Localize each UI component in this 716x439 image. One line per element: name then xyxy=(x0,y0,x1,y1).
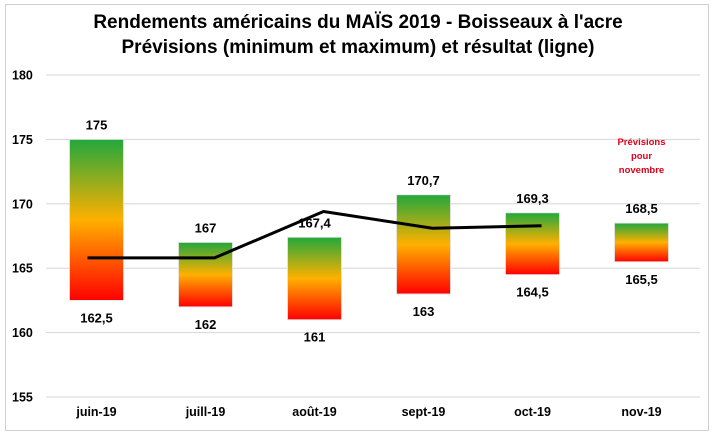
x-tick-label: août-19 xyxy=(292,405,337,419)
november-forecast-note: Prévisions xyxy=(617,137,665,148)
y-tick-label: 160 xyxy=(12,326,33,340)
min-data-label: 161 xyxy=(304,330,326,345)
min-data-label: 162 xyxy=(195,317,217,332)
max-data-label: 167 xyxy=(195,220,217,235)
forecast-bar xyxy=(614,222,669,263)
min-data-label: 165,5 xyxy=(625,272,658,287)
forecast-bar xyxy=(287,236,342,321)
chart-frame xyxy=(5,4,709,431)
max-data-label: 167,4 xyxy=(298,215,331,230)
max-data-label: 169,3 xyxy=(516,191,549,206)
chart-title: Rendements américains du MAÏS 2019 - Boi… xyxy=(93,12,623,33)
november-forecast-note: pour xyxy=(631,151,652,162)
max-data-label: 168,5 xyxy=(625,201,658,216)
x-tick-label: sept-19 xyxy=(402,405,446,419)
chart-subtitle: Prévisions (minimum et maximum) et résul… xyxy=(121,37,595,58)
max-data-label: 175 xyxy=(86,117,108,132)
x-tick-label: oct-19 xyxy=(514,405,551,419)
november-forecast-note: novembre xyxy=(619,165,664,176)
max-data-label: 170,7 xyxy=(407,173,440,188)
x-tick-label: juill-19 xyxy=(185,405,226,419)
forecast-bar xyxy=(505,212,560,276)
y-tick-label: 170 xyxy=(12,197,33,211)
min-data-label: 164,5 xyxy=(516,285,549,300)
y-tick-label: 165 xyxy=(12,262,33,276)
min-data-label: 163 xyxy=(413,304,435,319)
min-data-label: 162,5 xyxy=(80,310,113,325)
x-tick-label: juin-19 xyxy=(75,405,116,419)
result-line xyxy=(87,210,542,260)
forecast-bar xyxy=(69,138,124,301)
y-tick-label: 155 xyxy=(12,391,33,405)
y-tick-label: 180 xyxy=(12,69,33,83)
y-tick-label: 175 xyxy=(12,133,33,147)
forecast-bar xyxy=(396,194,451,295)
x-tick-label: nov-19 xyxy=(621,405,661,419)
